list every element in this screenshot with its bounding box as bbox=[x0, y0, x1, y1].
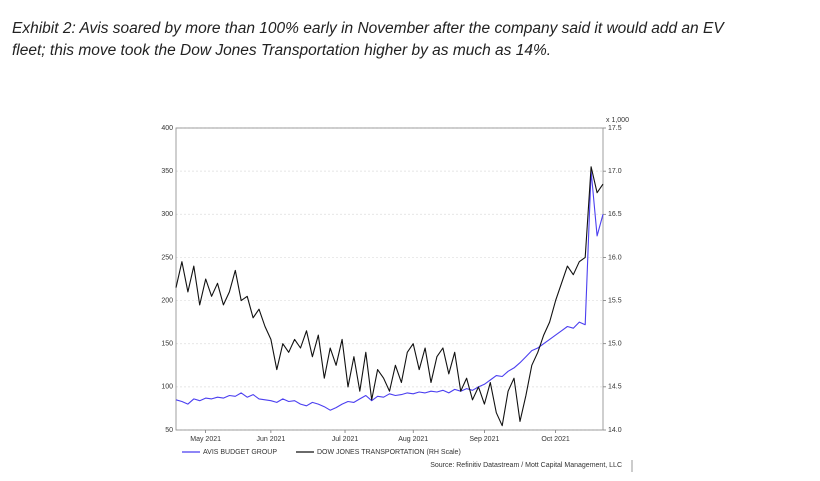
caption-line: Exhibit 2: Avis soared by more than 100%… bbox=[12, 20, 724, 37]
y2-tick-label: 16.0 bbox=[608, 254, 622, 261]
y2-tick-label: 17.0 bbox=[608, 168, 622, 175]
x-tick-label: Oct 2021 bbox=[541, 436, 570, 443]
source: Source: Refinitiv Datastream / Mott Capi… bbox=[430, 462, 622, 469]
series-line bbox=[175, 166, 604, 427]
series-line bbox=[175, 170, 604, 411]
y2-tick-label: 14.5 bbox=[608, 384, 622, 391]
y2-tick-label: 14.0 bbox=[608, 427, 622, 434]
y2-unit-label: x 1,000 bbox=[606, 117, 629, 124]
y-tick-label: 250 bbox=[161, 254, 173, 261]
plot-frame bbox=[175, 127, 604, 431]
y-tick-label: 100 bbox=[161, 384, 173, 391]
y2-tick-label: 15.5 bbox=[608, 297, 622, 304]
x-tick-label: May 2021 bbox=[190, 436, 221, 443]
y2-tick-label: 15.0 bbox=[608, 341, 622, 348]
y-tick-label: 300 bbox=[161, 211, 173, 218]
caption-line: fleet; this move took the Dow Jones Tran… bbox=[12, 42, 552, 59]
y-tick-label: 200 bbox=[161, 297, 173, 304]
x-tick-label: Jun 2021 bbox=[256, 436, 285, 443]
x-tick-label: Sep 2021 bbox=[469, 436, 499, 443]
y2-tick-label: 17.5 bbox=[608, 125, 622, 132]
y-tick-label: 150 bbox=[161, 341, 173, 348]
x-tick-label: Jul 2021 bbox=[332, 436, 359, 443]
legend-label: AVIS BUDGET GROUP bbox=[203, 449, 277, 456]
y-tick-label: 350 bbox=[161, 168, 173, 175]
y-tick-label: 400 bbox=[161, 125, 173, 132]
y2-tick-label: 16.5 bbox=[608, 211, 622, 218]
legend-label: DOW JONES TRANSPORTATION (RH Scale) bbox=[317, 449, 461, 456]
y-tick-label: 50 bbox=[165, 427, 173, 434]
x-tick-label: Aug 2021 bbox=[398, 436, 428, 443]
